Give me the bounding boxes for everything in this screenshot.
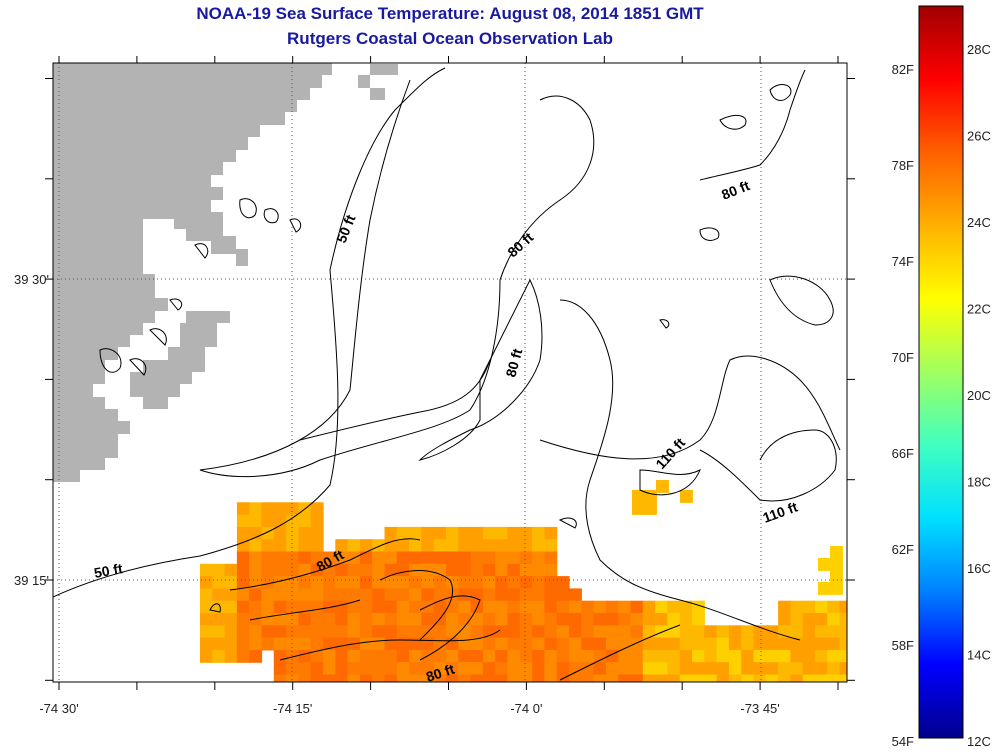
contour-label: 80 ft [424, 661, 457, 685]
colorbar-celsius-label: 14C [967, 648, 991, 663]
colorbar-fahrenheit-label: 62F [892, 542, 914, 557]
plot-area: 50 ft 50 ft 80 ft 80 ft 80 ft 80 ft 80 f… [53, 63, 847, 685]
coastline-details [99, 198, 302, 376]
colorbar-celsius-label: 12C [967, 734, 991, 749]
graticule [53, 63, 847, 682]
x-tick-label: -74 15' [273, 701, 312, 716]
colorbar-celsius-label: 16C [967, 561, 991, 576]
colorbar-labels: 28C 26C 24C 22C 20C 18C 16C 14C 12C 82F 78F 74F 70F 6… [892, 42, 991, 749]
colorbar-fahrenheit-label: 82F [892, 62, 914, 77]
colorbar-fahrenheit-label: 66F [892, 446, 914, 461]
frame-ticks [45, 56, 855, 690]
colorbar-celsius-label: 28C [967, 42, 991, 57]
colorbar-fahrenheit-label: 70F [892, 350, 914, 365]
bathymetry-contours [53, 67, 841, 681]
x-tick-label: -74 0' [510, 701, 542, 716]
plot-frame [52, 62, 848, 683]
sst-pixels [200, 480, 847, 682]
colorbar-fahrenheit-label: 58F [892, 638, 914, 653]
colorbar-celsius-label: 20C [967, 388, 991, 403]
contour-label: 80 ft [502, 347, 525, 379]
y-tick-label: 39 15' [14, 573, 49, 588]
contour-label: 50 ft [93, 560, 124, 581]
colorbar-celsius-label: 24C [967, 215, 991, 230]
colorbar-celsius-label: 26C [967, 129, 991, 144]
map-title: NOAA-19 Sea Surface Temperature: August … [196, 4, 704, 23]
colorbar-celsius-label: 22C [967, 302, 991, 317]
y-tick-label: 39 30' [14, 272, 49, 287]
colorbar-fahrenheit-label: 78F [892, 158, 914, 173]
colorbar-fahrenheit-label: 54F [892, 734, 914, 749]
land-mass [53, 63, 332, 482]
x-tick-label: -73 45' [740, 701, 779, 716]
x-tick-label: -74 30' [39, 701, 78, 716]
colorbar-celsius-label: 18C [967, 475, 991, 490]
colorbar [918, 5, 964, 739]
axis-tick-labels: -74 30' -74 15' -74 0' -73 45' 39 30' 39 15' [14, 272, 780, 716]
land-mass-east [130, 311, 230, 409]
colorbar-fahrenheit-label: 74F [892, 254, 914, 269]
map-subtitle: Rutgers Coastal Ocean Observation Lab [287, 29, 613, 48]
land-patch [358, 64, 398, 100]
